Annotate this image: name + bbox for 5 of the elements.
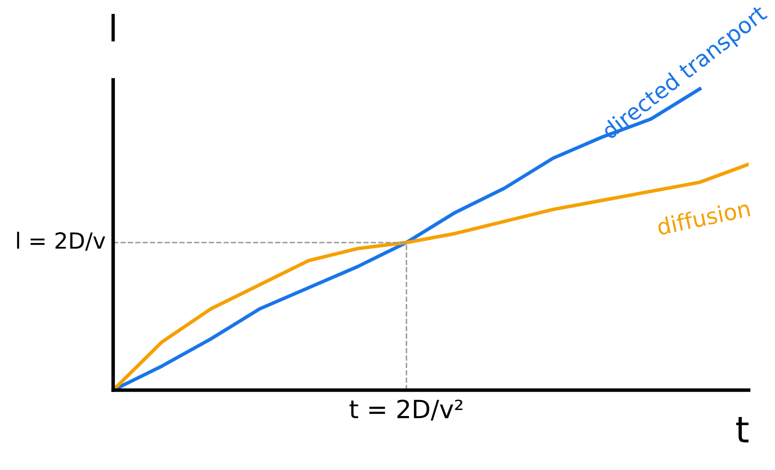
text: t = 2D/v² (350, 400, 462, 420)
annotation: diffusion (656, 199, 750, 236)
x-axis-title: t (736, 417, 749, 442)
text: l = 2D/v (17, 232, 106, 251)
y-axis-title: l (112, 14, 115, 42)
